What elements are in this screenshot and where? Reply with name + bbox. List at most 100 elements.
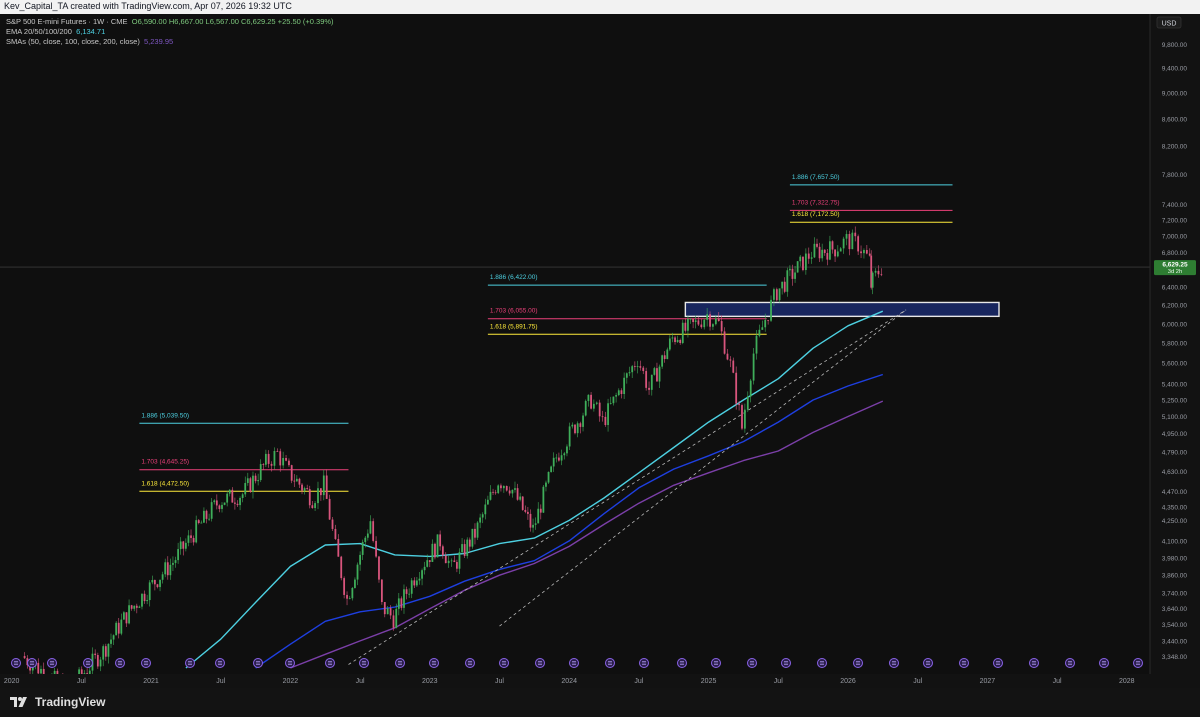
candle (571, 422, 574, 429)
candle-body (241, 494, 244, 498)
price-tick-label: 4,790.00 (1162, 450, 1188, 457)
candle (494, 489, 497, 495)
price-tick-label: 4,350.00 (1162, 505, 1188, 512)
earnings-marker-icon (569, 658, 579, 668)
marker-circle (1133, 658, 1143, 668)
candle (773, 287, 775, 307)
candle-body (519, 496, 522, 500)
candle (741, 403, 743, 431)
ema-label[interactable]: EMA 20/50/100/200 (6, 27, 72, 36)
time-axis[interactable]: 2020 Jul 2021 Jul 2022 Jul 2023 Jul 2024 Jul 2025 J… (0, 674, 1200, 688)
candle-body (218, 505, 221, 509)
candle (845, 230, 848, 246)
candle-body (453, 560, 456, 563)
candle (279, 448, 282, 472)
price-tick-label: 5,800.00 (1162, 341, 1188, 348)
fib-label: 1.618 (7,172.50) (792, 211, 840, 218)
candle (476, 521, 479, 541)
candle (697, 316, 700, 327)
candle (128, 599, 130, 625)
candle (788, 265, 791, 277)
candle (141, 593, 143, 610)
candle (834, 249, 836, 262)
candle-body (516, 488, 519, 500)
candle (874, 268, 877, 277)
candle-body (364, 537, 367, 543)
candle (823, 249, 826, 256)
candle (709, 311, 711, 331)
candle (314, 501, 316, 511)
candle (434, 542, 436, 560)
candle-body (537, 508, 540, 524)
earnings-marker-icon (27, 658, 37, 668)
candle (842, 236, 845, 254)
candle (295, 475, 298, 482)
candle-body (547, 471, 550, 483)
price-axis[interactable]: USD 9,800.00 9,400.00 9,000.00 8,600.00 8,200… (1149, 14, 1200, 674)
candle-body (273, 450, 276, 466)
tradingview-brand[interactable]: TradingView (8, 695, 105, 709)
candle (863, 248, 865, 259)
candle-body (431, 543, 434, 562)
candle (813, 237, 816, 258)
candle (366, 529, 369, 541)
fib-extensions: 1.886 (5,039.50) 1.703 (4,645.25) 1.618 (4… (139, 174, 953, 492)
price-tick-label: 9,000.00 (1162, 90, 1188, 97)
candle-body (395, 608, 398, 628)
candle-body (151, 580, 154, 583)
candle (474, 523, 476, 545)
candle-body (604, 416, 607, 426)
candle-body (436, 534, 439, 558)
marker-glyph (30, 661, 34, 665)
earnings-marker-icon (535, 658, 545, 668)
candle (558, 452, 560, 462)
candle-body (560, 455, 563, 461)
candle-body (555, 457, 558, 459)
candle-body (674, 337, 676, 343)
earnings-marker-icon (923, 658, 933, 668)
price-tick-label: 3,640.00 (1162, 606, 1188, 613)
price-tick-label: 6,000.00 (1162, 321, 1188, 328)
earnings-marker-icon (359, 658, 369, 668)
marker-circle (215, 658, 225, 668)
price-chart[interactable]: 1.886 (5,039.50) 1.703 (4,645.25) 1.618 (4… (0, 14, 1200, 688)
candle-body (400, 598, 403, 608)
price-tick-label: 7,000.00 (1162, 234, 1188, 241)
candle (423, 561, 426, 575)
candle-body (130, 605, 133, 609)
marker-glyph (892, 661, 896, 665)
sma-label[interactable]: SMAs (50, close, 100, close, 200, close) (6, 37, 140, 46)
candle (466, 537, 469, 559)
candle-body (234, 502, 236, 504)
earnings-marker-icon (605, 658, 615, 668)
time-tick-label: Jul (634, 678, 643, 685)
candle (854, 226, 857, 242)
candle (458, 548, 461, 575)
candle-body (37, 662, 40, 674)
candle-body (182, 541, 185, 549)
candle-body (681, 322, 684, 343)
candle-body (380, 579, 383, 602)
candle-body (848, 234, 851, 250)
candle (311, 501, 314, 509)
candle-body (642, 367, 645, 372)
candle-body (239, 497, 241, 506)
candle-body (813, 243, 816, 258)
marker-circle (853, 658, 863, 668)
candle-body (746, 396, 749, 410)
candle (301, 482, 303, 495)
candle (471, 528, 474, 549)
candle (218, 504, 221, 513)
candle (839, 246, 842, 252)
candle-body (262, 464, 265, 465)
time-tick-label: Jul (356, 678, 365, 685)
candle-body (172, 562, 174, 565)
marker-circle (253, 658, 263, 668)
marker-circle (677, 658, 687, 668)
marker-circle (141, 658, 151, 668)
candle (23, 652, 26, 659)
candle (625, 372, 628, 384)
candle-body (845, 234, 848, 239)
time-tick-label: Jul (1053, 678, 1062, 685)
